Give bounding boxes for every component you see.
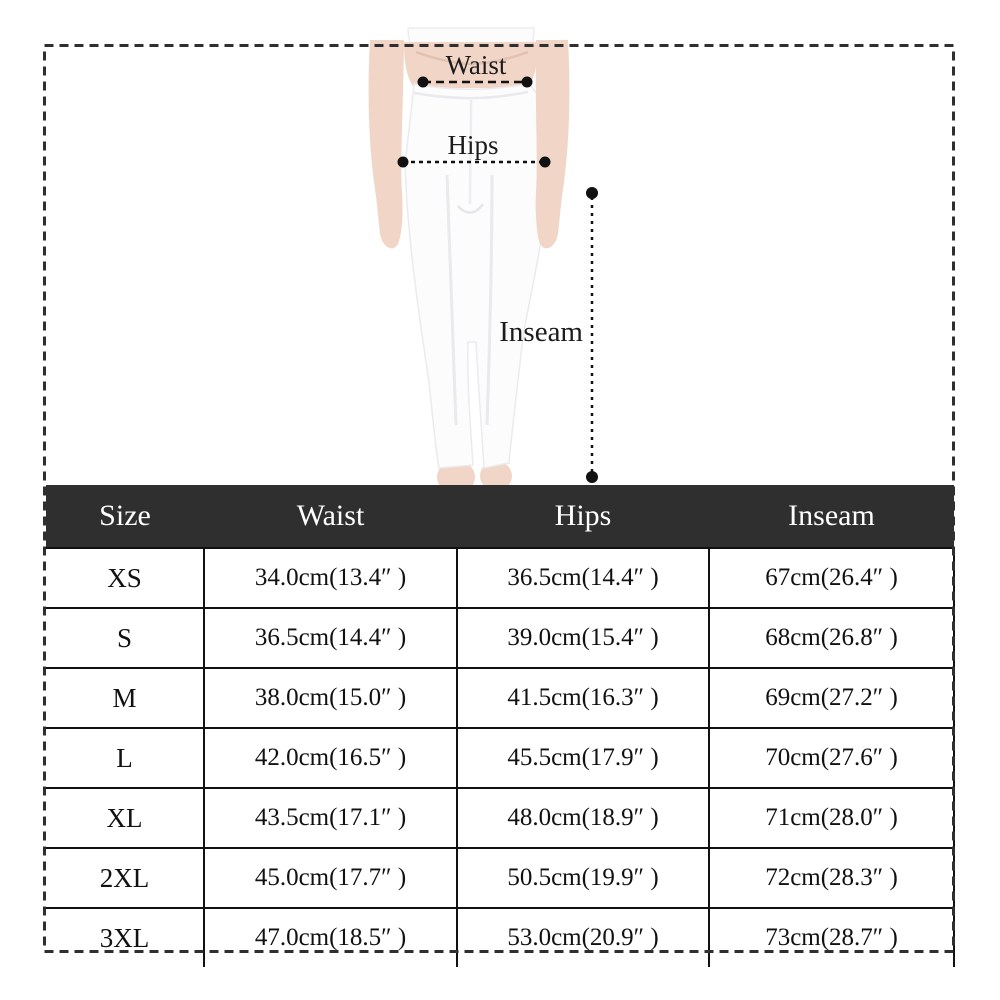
table-row: XS 34.0cm(13.4″ ) 36.5cm(14.4″ ) 67cm(26… <box>46 547 955 609</box>
inseam-cell: 68cm(26.8″ ) <box>708 607 955 669</box>
header-inseam: Inseam <box>709 485 954 548</box>
inseam-label: Inseam <box>499 316 583 348</box>
size-chart-table: Size Waist Hips Inseam XS 34.0cm(13.4″ )… <box>46 485 955 967</box>
waist-cell: 42.0cm(16.5″ ) <box>203 727 458 789</box>
waist-cell: 38.0cm(15.0″ ) <box>203 667 458 729</box>
inseam-line-bottom-dot <box>586 471 598 483</box>
header-row: Size Waist Hips Inseam <box>46 485 954 548</box>
header-hips: Hips <box>457 485 709 548</box>
inseam-cell: 72cm(28.3″ ) <box>708 847 955 909</box>
header-size: Size <box>46 485 204 548</box>
hips-line-left-dot <box>397 156 409 168</box>
size-cell: 2XL <box>46 847 205 909</box>
waist-cell: 45.0cm(17.7″ ) <box>203 847 458 909</box>
size-cell: S <box>46 607 205 669</box>
header-waist: Waist <box>204 485 457 548</box>
size-cell: M <box>46 667 205 729</box>
inseam-cell: 69cm(27.2″ ) <box>708 667 955 729</box>
size-cell: XS <box>46 547 205 609</box>
left-arm-shape <box>368 40 404 249</box>
table-row: S 36.5cm(14.4″ ) 39.0cm(15.4″ ) 68cm(26.… <box>46 607 955 669</box>
inseam-cell: 70cm(27.6″ ) <box>708 727 955 789</box>
table-row: 3XL 47.0cm(18.5″ ) 53.0cm(20.9″ ) 73cm(2… <box>46 907 955 967</box>
size-cell: 3XL <box>46 907 205 967</box>
table-header: Size Waist Hips Inseam <box>46 485 954 548</box>
right-arm-shape <box>535 40 570 249</box>
hips-cell: 39.0cm(15.4″ ) <box>456 607 710 669</box>
table-row: L 42.0cm(16.5″ ) 45.5cm(17.9″ ) 70cm(27.… <box>46 727 955 789</box>
waist-cell: 43.5cm(17.1″ ) <box>203 787 458 849</box>
hips-label: Hips <box>447 130 498 160</box>
inseam-cell: 67cm(26.4″ ) <box>708 547 955 609</box>
model-figure: Waist Hips Inseam <box>368 27 598 485</box>
hips-cell: 45.5cm(17.9″ ) <box>456 727 710 789</box>
table-row: 2XL 45.0cm(17.7″ ) 50.5cm(19.9″ ) 72cm(2… <box>46 847 955 909</box>
hips-line-right-dot <box>539 156 551 168</box>
size-cell: XL <box>46 787 205 849</box>
hips-cell: 50.5cm(19.9″ ) <box>456 847 710 909</box>
size-cell: L <box>46 727 205 789</box>
hips-cell: 53.0cm(20.9″ ) <box>456 907 710 967</box>
inseam-line-top-dot <box>586 187 598 199</box>
inseam-cell: 73cm(28.7″ ) <box>708 907 955 967</box>
table-row: M 38.0cm(15.0″ ) 41.5cm(16.3″ ) 69cm(27.… <box>46 667 955 729</box>
inseam-cell: 71cm(28.0″ ) <box>708 787 955 849</box>
waist-cell: 36.5cm(14.4″ ) <box>203 607 458 669</box>
waist-label: Waist <box>446 50 507 80</box>
waist-line-left-dot <box>417 76 429 88</box>
hips-cell: 36.5cm(14.4″ ) <box>456 547 710 609</box>
waist-line-right-dot <box>521 76 533 88</box>
waist-cell: 34.0cm(13.4″ ) <box>203 547 458 609</box>
hips-cell: 48.0cm(18.9″ ) <box>456 787 710 849</box>
waist-cell: 47.0cm(18.5″ ) <box>203 907 458 967</box>
hips-cell: 41.5cm(16.3″ ) <box>456 667 710 729</box>
table-row: XL 43.5cm(17.1″ ) 48.0cm(18.9″ ) 71cm(28… <box>46 787 955 849</box>
